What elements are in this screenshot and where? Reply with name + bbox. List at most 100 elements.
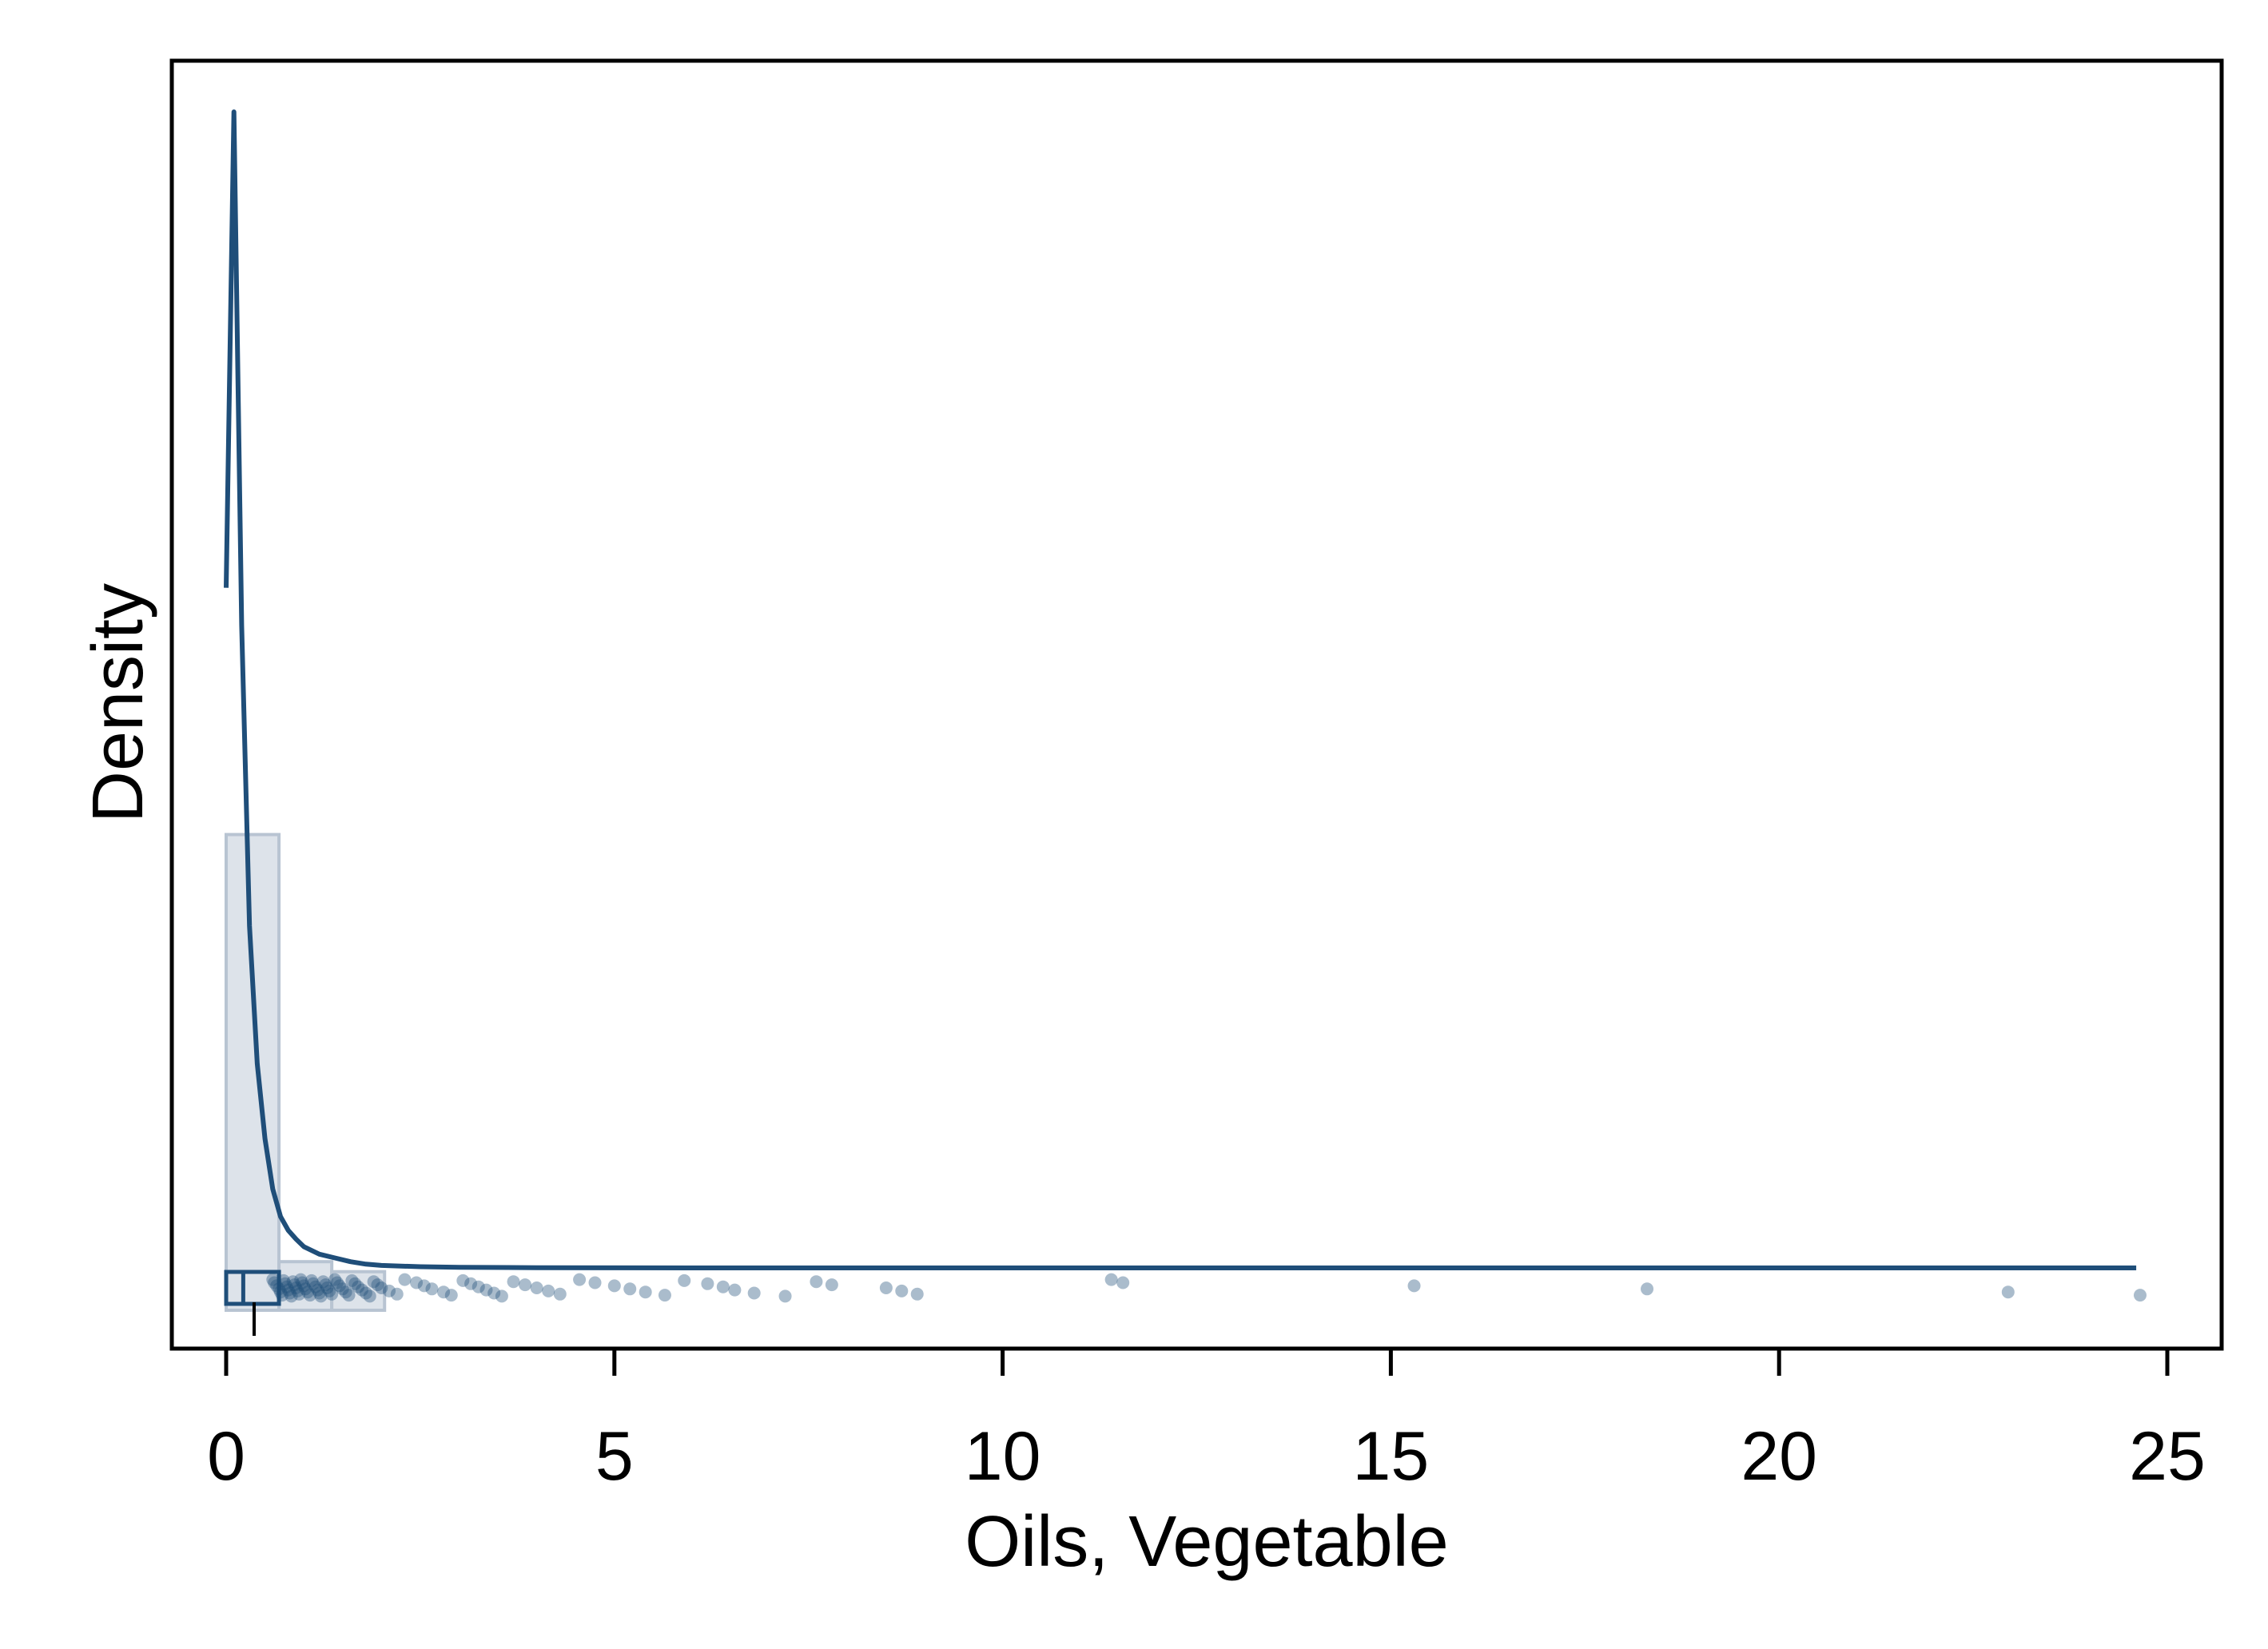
data-point [479, 1283, 493, 1297]
data-point [383, 1284, 396, 1297]
data-point [330, 1276, 344, 1289]
data-point [487, 1286, 501, 1300]
data-point [316, 1275, 330, 1289]
x-axis: 0 5 10 15 20 25 [207, 1349, 2206, 1495]
data-point [296, 1276, 309, 1289]
data-point [292, 1287, 306, 1301]
data-point [363, 1289, 376, 1303]
data-point [437, 1285, 451, 1299]
data-point [678, 1274, 691, 1287]
data-point [825, 1278, 838, 1292]
data-point [320, 1281, 334, 1294]
data-point [623, 1282, 637, 1296]
data-point [281, 1283, 295, 1297]
data-point [299, 1282, 312, 1296]
data-point [359, 1286, 372, 1300]
x-tick-label: 5 [595, 1418, 634, 1495]
data-point [352, 1280, 365, 1293]
density-curve [224, 109, 2137, 1270]
data-point [274, 1285, 288, 1299]
data-point [472, 1280, 485, 1293]
data-point [588, 1276, 602, 1289]
data-point [306, 1277, 320, 1290]
data-point [294, 1273, 308, 1286]
data-point [291, 1284, 304, 1297]
data-point [288, 1278, 301, 1292]
data-point [304, 1274, 318, 1287]
data-point [332, 1279, 346, 1293]
plot-frame [169, 58, 2224, 1351]
data-points [266, 1273, 2147, 1303]
data-point [658, 1289, 671, 1302]
data-point [348, 1277, 362, 1290]
data-point [2133, 1289, 2147, 1302]
data-point [542, 1284, 555, 1297]
data-point [464, 1277, 478, 1290]
data-point [323, 1284, 336, 1297]
data-point [444, 1289, 458, 1302]
data-point [266, 1273, 280, 1286]
x-axis-title: Oils, Vegetable [965, 1502, 1448, 1582]
x-tick-label: 20 [1741, 1418, 1817, 1495]
data-point [495, 1289, 508, 1303]
data-point [367, 1275, 380, 1289]
data-point [398, 1273, 412, 1286]
data-point [895, 1284, 909, 1297]
data-point [345, 1274, 359, 1287]
data-point [417, 1279, 431, 1293]
data-point [319, 1278, 332, 1292]
histogram-bar [330, 1270, 387, 1312]
histogram-bar [277, 1260, 334, 1313]
data-point [339, 1285, 352, 1299]
data-point [1407, 1279, 1421, 1293]
density-curve-layer [224, 109, 2137, 1270]
data-point [747, 1286, 761, 1300]
x-tick-label: 25 [2129, 1418, 2206, 1495]
x-tick-label: 15 [1353, 1418, 1430, 1495]
data-point [519, 1278, 532, 1292]
data-point [375, 1281, 388, 1294]
data-point [1641, 1282, 1654, 1296]
data-point [289, 1281, 303, 1294]
data-point [390, 1287, 404, 1301]
data-point [553, 1287, 567, 1301]
data-point [275, 1289, 288, 1302]
data-point [286, 1275, 300, 1289]
data-point [879, 1281, 893, 1294]
data-point [810, 1275, 823, 1289]
data-point [277, 1274, 290, 1287]
data-point [311, 1283, 324, 1297]
data-point [342, 1289, 356, 1302]
data-point [2001, 1285, 2015, 1299]
data-point [410, 1276, 424, 1289]
data-point [283, 1286, 296, 1300]
data-point [297, 1279, 311, 1293]
data-point [716, 1280, 730, 1293]
data-point [301, 1285, 315, 1299]
data-point [728, 1283, 742, 1297]
data-point [371, 1278, 384, 1292]
data-point [308, 1280, 322, 1293]
data-point [273, 1282, 286, 1296]
data-point [278, 1277, 292, 1290]
data-point [284, 1289, 298, 1303]
data-point [1104, 1273, 1118, 1286]
data-point [910, 1287, 924, 1301]
data-point [280, 1280, 293, 1293]
data-point [425, 1282, 439, 1296]
data-point [507, 1275, 520, 1289]
data-point [270, 1279, 284, 1293]
data-point [336, 1282, 349, 1296]
data-point [328, 1273, 342, 1286]
box-plot [224, 1270, 281, 1336]
data-point [312, 1286, 326, 1300]
data-point [303, 1289, 316, 1302]
data-point [268, 1276, 281, 1289]
data-point [573, 1273, 587, 1286]
data-point [607, 1279, 621, 1293]
data-point [456, 1274, 470, 1287]
y-axis-title: Density [78, 583, 158, 823]
data-point [778, 1289, 792, 1303]
data-point [639, 1285, 652, 1299]
